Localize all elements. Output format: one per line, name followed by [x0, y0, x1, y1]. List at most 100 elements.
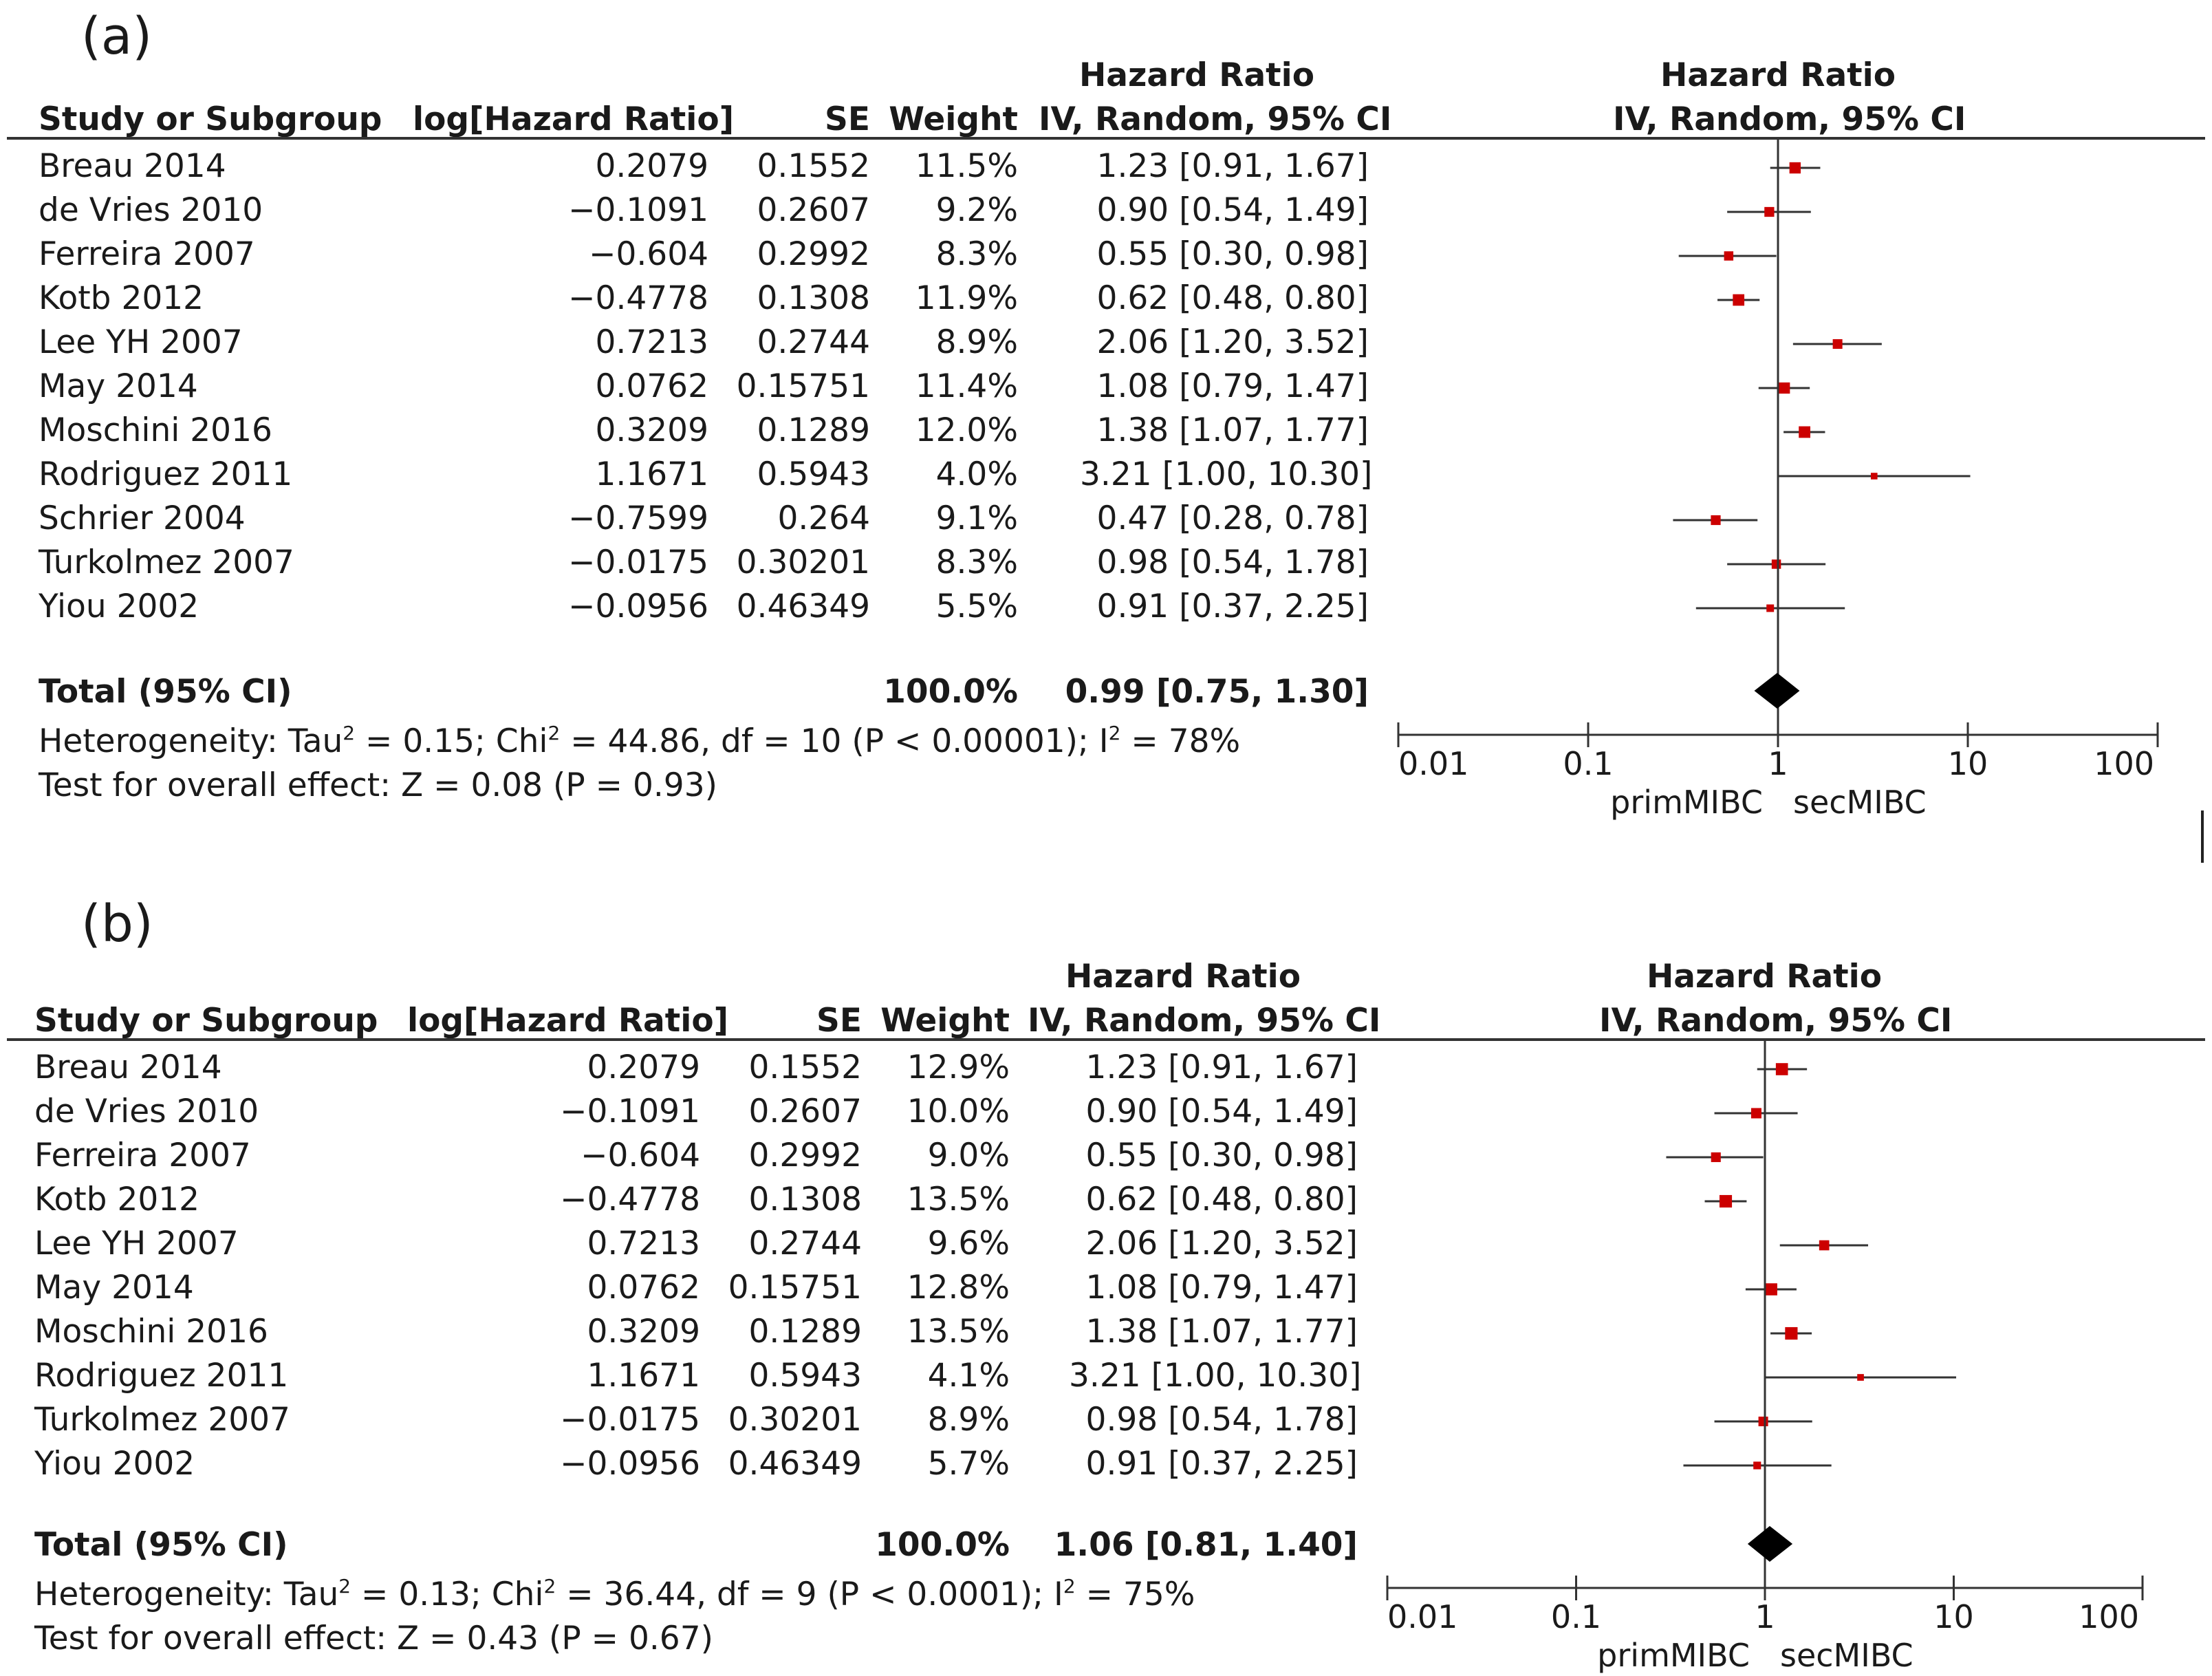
total-ci: 1.06 [0.81, 1.40]: [1054, 1526, 1358, 1564]
hr-ci-value: 1.38 [1.07, 1.77]: [1085, 1313, 1358, 1351]
x-axis-tick-label: 0.01: [1387, 1598, 1457, 1635]
se-value: 0.1289: [748, 1313, 862, 1351]
pooled-effect-diamond: [1754, 673, 1800, 709]
hr-ci-value: 3.21 [1.00, 10.30]: [1080, 455, 1373, 493]
study-name: Kotb 2012: [34, 1181, 200, 1218]
hr-ci-value: 1.23 [0.91, 1.67]: [1096, 147, 1369, 185]
study-name: Turkolmez 2007: [34, 1401, 290, 1439]
se-value: 0.46349: [736, 588, 870, 625]
heterogeneity-i2: = 78%: [1120, 722, 1241, 760]
log-hr-value: 0.7213: [595, 323, 708, 361]
plot-method-column-header: IV, Random, 95% CI: [1599, 1002, 1953, 1040]
forest-plot-area: 0.01 0.1 1 10 100 primMIBC secMIBC: [1397, 138, 2159, 821]
weight-value: 9.1%: [935, 499, 1018, 537]
log-hr-value: −0.604: [581, 1137, 700, 1174]
se-value: 0.5943: [757, 455, 870, 493]
forest-plot-panel-a: (a) Hazard Ratio Hazard Ratio Study or S…: [7, 7, 2205, 821]
study-name: Ferreira 2007: [34, 1137, 251, 1174]
se-value: 0.46349: [728, 1445, 862, 1483]
study-name: Yiou 2002: [34, 1445, 195, 1483]
study-name: Lee YH 2007: [39, 323, 243, 361]
se-value: 0.15751: [728, 1269, 862, 1307]
x-axis-tick-label: 0.1: [1551, 1598, 1601, 1635]
heterogeneity-chi: = 36.44, df = 9 (P < 0.0001); I: [556, 1576, 1063, 1613]
x-axis-tick-label: 0.1: [1563, 745, 1613, 782]
log-hr-column-header: log[Hazard Ratio]: [413, 100, 735, 138]
log-hr-value: 0.0762: [595, 367, 708, 405]
header-rule: [7, 137, 2205, 140]
se-value: 0.2744: [757, 323, 870, 361]
se-value: 0.2607: [748, 1093, 862, 1130]
hr-column-title: Hazard Ratio: [1078, 56, 1315, 94]
effect-square: [1733, 294, 1745, 306]
pooled-effect-diamond: [1747, 1526, 1793, 1562]
total-label: Total (95% CI): [34, 1526, 288, 1564]
weight-value: 11.5%: [915, 147, 1018, 185]
weight-value: 4.1%: [927, 1357, 1010, 1395]
se-value: 0.1289: [757, 411, 870, 449]
x-axis-tick-label: 1: [1755, 1598, 1775, 1635]
effect-square: [1719, 1194, 1733, 1208]
heterogeneity-tau: = 0.15; Chi: [355, 722, 548, 760]
se-value: 0.1552: [748, 1049, 862, 1086]
log-hr-value: −0.604: [589, 235, 708, 273]
effect-square: [1711, 1152, 1721, 1163]
effect-square: [1775, 1063, 1788, 1075]
log-hr-value: −0.0956: [568, 588, 708, 625]
study-name: Turkolmez 2007: [39, 544, 294, 581]
overall-effect-text: Test for overall effect: Z = 0.43 (P = 0…: [34, 1620, 713, 1657]
plot-column-title: Hazard Ratio: [1660, 56, 1896, 94]
hr-ci-value: 0.98 [0.54, 1.78]: [1096, 544, 1369, 581]
hr-ci-value: 0.91 [0.37, 2.25]: [1085, 1445, 1358, 1483]
weight-column-header: Weight: [880, 1002, 1010, 1040]
se-value: 0.30201: [736, 544, 870, 581]
se-value: 0.5943: [748, 1357, 862, 1395]
log-hr-column-header: log[Hazard Ratio]: [407, 1002, 729, 1040]
plot-column-title: Hazard Ratio: [1646, 958, 1883, 996]
weight-value: 11.4%: [915, 367, 1018, 405]
effect-square: [1870, 473, 1878, 480]
hr-ci-value: 0.62 [0.48, 0.80]: [1085, 1181, 1358, 1218]
weight-value: 8.9%: [927, 1401, 1010, 1439]
hr-method-column-header: IV, Random, 95% CI: [1039, 100, 1392, 138]
se-column-header: SE: [825, 100, 870, 138]
hr-ci-value: 1.08 [0.79, 1.47]: [1096, 367, 1369, 405]
total-ci: 0.99 [0.75, 1.30]: [1065, 673, 1369, 711]
x-axis-tick-label: 10: [1933, 1598, 1974, 1635]
x-axis-tick-label: 0.01: [1398, 745, 1468, 782]
log-hr-value: −0.4778: [568, 279, 708, 317]
hr-ci-value: 0.91 [0.37, 2.25]: [1096, 588, 1369, 625]
log-hr-value: 0.2079: [587, 1049, 700, 1086]
study-name: Breau 2014: [34, 1049, 222, 1086]
effect-square: [1819, 1240, 1830, 1251]
heterogeneity-text: Heterogeneity: Tau2 = 0.15; Chi2 = 44.86…: [39, 722, 1241, 760]
study-name: Rodriguez 2011: [34, 1357, 289, 1395]
weight-value: 9.0%: [927, 1137, 1010, 1174]
weight-value: 5.5%: [935, 588, 1018, 625]
heterogeneity-tau: = 0.13; Chi: [351, 1576, 544, 1613]
study-name: de Vries 2010: [39, 191, 263, 229]
effect-square: [1758, 1416, 1768, 1427]
log-hr-value: −0.1091: [568, 191, 708, 229]
x-axis-tick-label: 1: [1768, 745, 1788, 782]
study-name: May 2014: [39, 367, 198, 405]
se-value: 0.2744: [748, 1225, 862, 1263]
hr-column-title: Hazard Ratio: [1065, 958, 1301, 996]
favours-right-label: secMIBC: [1793, 784, 1927, 821]
hr-ci-value: 0.55 [0.30, 0.98]: [1085, 1137, 1358, 1174]
hr-ci-value: 0.55 [0.30, 0.98]: [1096, 235, 1369, 273]
weight-value: 13.5%: [907, 1313, 1010, 1351]
log-hr-value: 0.7213: [587, 1225, 700, 1263]
se-value: 0.2992: [757, 235, 870, 273]
study-name: Rodriguez 2011: [39, 455, 293, 493]
weight-value: 9.6%: [927, 1225, 1010, 1263]
weight-value: 12.9%: [907, 1049, 1010, 1086]
hr-ci-value: 0.90 [0.54, 1.49]: [1085, 1093, 1358, 1130]
forest-plot-panel-b: (b) Hazard Ratio Hazard Ratio Study or S…: [0, 894, 2212, 1676]
weight-value: 10.0%: [907, 1093, 1010, 1130]
study-name: Moschini 2016: [39, 411, 272, 449]
effect-square: [1711, 515, 1721, 526]
weight-value: 8.3%: [935, 235, 1018, 273]
log-hr-value: −0.7599: [568, 499, 708, 537]
hr-ci-value: 0.62 [0.48, 0.80]: [1096, 279, 1369, 317]
